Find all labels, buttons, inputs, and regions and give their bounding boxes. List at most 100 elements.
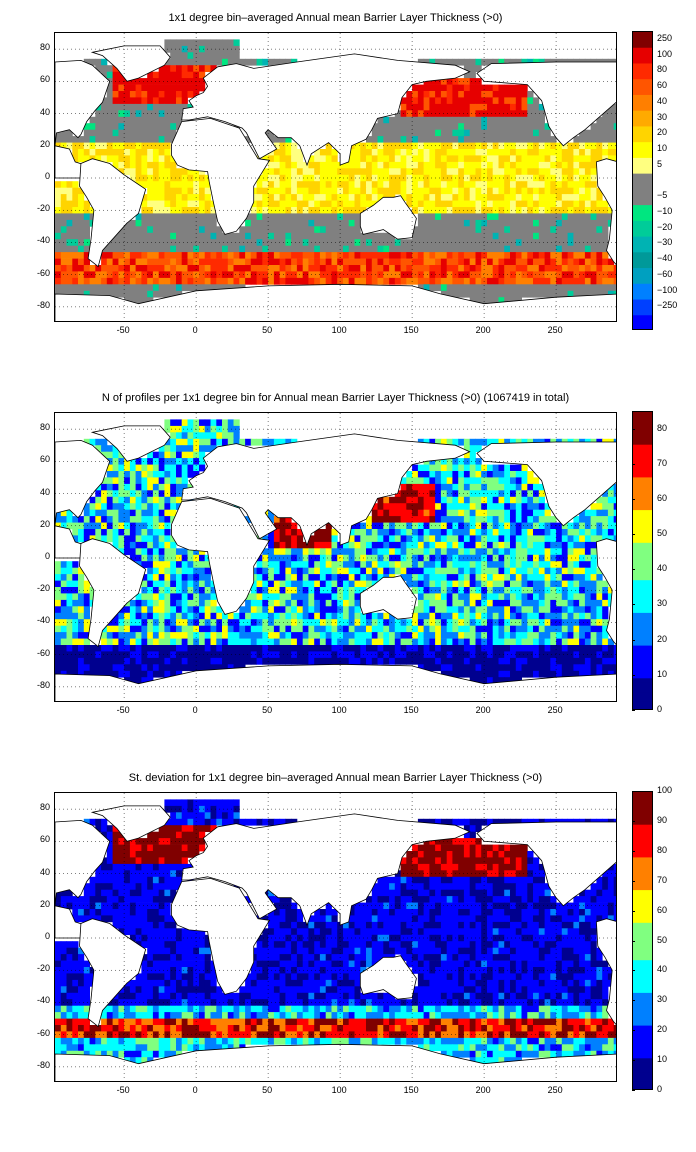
heatmap-cell bbox=[124, 284, 130, 291]
heatmap-cell bbox=[159, 246, 165, 253]
heatmap-cell bbox=[372, 632, 378, 639]
heatmap-cell bbox=[539, 117, 545, 124]
heatmap-cell bbox=[424, 510, 430, 517]
heatmap-cell bbox=[78, 265, 84, 272]
heatmap-cell bbox=[614, 645, 617, 652]
heatmap-cell bbox=[274, 568, 280, 575]
heatmap-cell bbox=[118, 626, 124, 633]
heatmap-cell bbox=[585, 645, 591, 652]
heatmap-cell bbox=[429, 162, 435, 169]
heatmap-cell bbox=[205, 445, 211, 452]
heatmap-cell bbox=[130, 252, 136, 259]
heatmap-cell bbox=[118, 535, 124, 542]
heatmap-cell bbox=[591, 233, 597, 240]
heatmap-cell bbox=[568, 626, 574, 633]
heatmap-cell bbox=[412, 465, 418, 472]
heatmap-cell bbox=[308, 226, 314, 233]
heatmap-cell bbox=[429, 465, 435, 472]
heatmap-cell bbox=[568, 587, 574, 594]
heatmap-cell bbox=[141, 259, 147, 266]
heatmap-cell bbox=[274, 181, 280, 188]
heatmap-cell bbox=[573, 535, 579, 542]
heatmap-cell bbox=[510, 568, 516, 575]
heatmap-cell bbox=[303, 593, 309, 600]
heatmap-cell bbox=[147, 207, 153, 214]
heatmap-cell bbox=[556, 278, 562, 285]
heatmap-cell bbox=[602, 226, 608, 233]
heatmap-cell bbox=[314, 265, 320, 272]
heatmap-cell bbox=[516, 201, 522, 208]
heatmap-cell bbox=[585, 626, 591, 633]
heatmap-cell bbox=[274, 639, 280, 646]
heatmap-cell bbox=[614, 278, 617, 285]
heatmap-cell bbox=[499, 168, 505, 175]
heatmap-cell bbox=[522, 542, 528, 549]
heatmap-cell bbox=[257, 613, 263, 620]
heatmap-cell bbox=[67, 252, 73, 259]
heatmap-cell bbox=[107, 130, 113, 137]
heatmap-cell bbox=[441, 639, 447, 646]
heatmap-cell bbox=[395, 130, 401, 137]
heatmap-cell bbox=[147, 246, 153, 253]
heatmap-cell bbox=[245, 619, 251, 626]
heatmap-cell bbox=[343, 181, 349, 188]
heatmap-cell bbox=[596, 259, 602, 266]
heatmap-cell bbox=[285, 613, 291, 620]
heatmap-cell bbox=[366, 252, 372, 259]
heatmap-cell bbox=[406, 484, 412, 491]
heatmap-cell bbox=[435, 271, 441, 278]
heatmap-cell bbox=[424, 658, 430, 665]
heatmap-cell bbox=[124, 233, 130, 240]
heatmap-cell bbox=[153, 574, 159, 581]
heatmap-cell bbox=[308, 658, 314, 665]
heatmap-cell bbox=[418, 561, 424, 568]
heatmap-cell bbox=[239, 651, 245, 658]
heatmap-cell bbox=[481, 123, 487, 130]
heatmap-cell bbox=[579, 278, 585, 285]
heatmap-cell bbox=[136, 252, 142, 259]
heatmap-cell bbox=[424, 548, 430, 555]
heatmap-cell bbox=[257, 59, 263, 66]
heatmap-cell bbox=[366, 529, 372, 536]
heatmap-cell bbox=[216, 432, 222, 439]
heatmap-cell bbox=[343, 593, 349, 600]
heatmap-cell bbox=[234, 278, 240, 285]
heatmap-cell bbox=[141, 484, 147, 491]
heatmap-cell bbox=[568, 568, 574, 575]
heatmap-cell bbox=[527, 246, 533, 253]
heatmap-cell bbox=[136, 542, 142, 549]
heatmap-cell bbox=[493, 168, 499, 175]
heatmap-cell bbox=[608, 149, 614, 156]
heatmap-cell bbox=[464, 104, 470, 111]
heatmap-cell bbox=[182, 188, 188, 195]
heatmap-cell bbox=[262, 632, 268, 639]
heatmap-cell bbox=[268, 278, 274, 285]
heatmap-cell bbox=[499, 291, 505, 298]
heatmap-cell bbox=[159, 213, 165, 220]
heatmap-cell bbox=[355, 645, 361, 652]
heatmap-cell bbox=[130, 535, 136, 542]
heatmap-cell bbox=[591, 259, 597, 266]
heatmap-cell bbox=[470, 181, 476, 188]
heatmap-cell bbox=[499, 477, 505, 484]
heatmap-cell bbox=[516, 194, 522, 201]
heatmap-cell bbox=[383, 645, 389, 652]
heatmap-cell bbox=[447, 516, 453, 523]
heatmap-cell bbox=[141, 149, 147, 156]
heatmap-cell bbox=[493, 626, 499, 633]
heatmap-cell bbox=[205, 201, 211, 208]
heatmap-cell bbox=[360, 194, 366, 201]
heatmap-cell bbox=[424, 110, 430, 117]
colorbar-swatch bbox=[633, 315, 653, 330]
heatmap-cell bbox=[257, 568, 263, 575]
heatmap-cell bbox=[458, 477, 464, 484]
heatmap-cell bbox=[602, 516, 608, 523]
heatmap-cell bbox=[510, 149, 516, 156]
heatmap-cell bbox=[257, 246, 263, 253]
heatmap-cell bbox=[516, 130, 522, 137]
heatmap-cell bbox=[101, 65, 107, 72]
heatmap-cell bbox=[355, 626, 361, 633]
heatmap-cell bbox=[268, 574, 274, 581]
heatmap-cell bbox=[101, 445, 107, 452]
heatmap-cell bbox=[464, 477, 470, 484]
